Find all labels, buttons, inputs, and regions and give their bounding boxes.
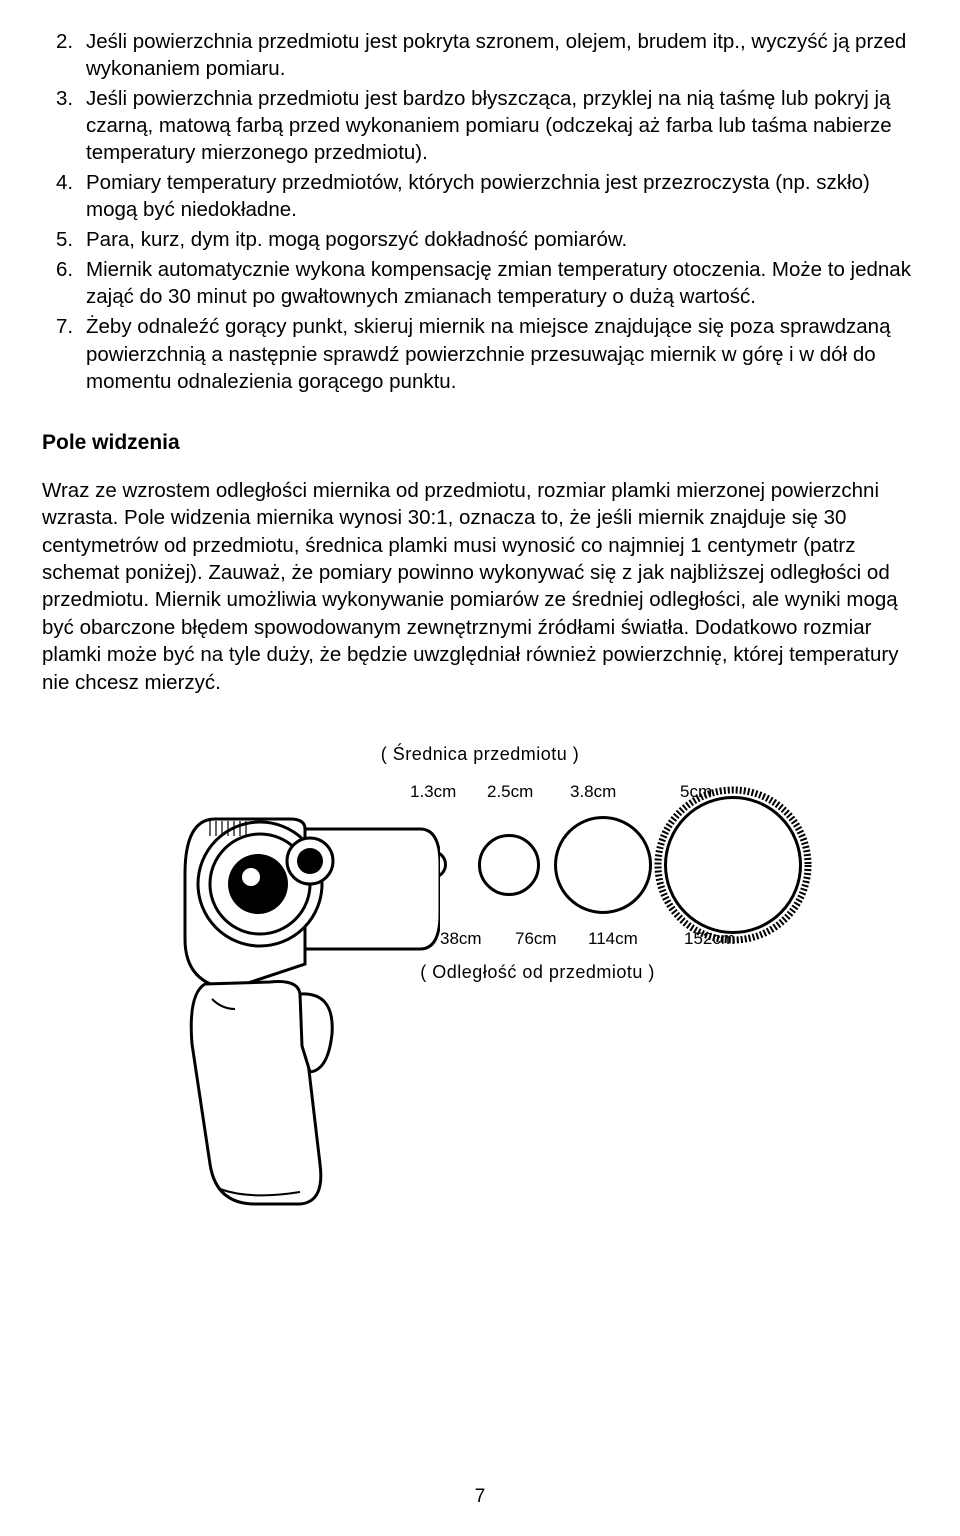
page-number: 7	[475, 1486, 486, 1508]
distance-label: 114cm	[588, 929, 638, 949]
field-of-view-diagram: ( Średnica przedmiotu ) 1.3cm 2.5cm 3.8c…	[120, 744, 840, 1224]
diameter-label: 3.8cm	[570, 782, 616, 802]
list-item: 5. Para, kurz, dym itp. mogą pogorszyć d…	[56, 226, 918, 253]
fov-circle	[478, 834, 540, 896]
distance-label: 76cm	[515, 929, 557, 949]
diagram-bottom-label: ( Odległość od przedmiotu )	[420, 962, 655, 983]
section-heading: Pole widzenia	[42, 431, 918, 455]
list-number: 4.	[56, 169, 86, 223]
list-text: Para, kurz, dym itp. mogą pogorszyć dokł…	[86, 226, 918, 253]
numbered-list: 2. Jeśli powierzchnia przedmiotu jest po…	[56, 28, 918, 395]
list-number: 5.	[56, 226, 86, 253]
list-text: Jeśli powierzchnia przedmiotu jest bardz…	[86, 85, 918, 166]
list-item: 2. Jeśli powierzchnia przedmiotu jest po…	[56, 28, 918, 82]
distance-label: 152cm	[684, 929, 735, 949]
list-item: 6. Miernik automatycznie wykona kompensa…	[56, 256, 918, 310]
list-text: Żeby odnaleźć gorący punkt, skieruj mier…	[86, 313, 918, 394]
list-text: Pomiary temperatury przedmiotów, których…	[86, 169, 918, 223]
list-item: 4. Pomiary temperatury przedmiotów, któr…	[56, 169, 918, 223]
list-number: 2.	[56, 28, 86, 82]
list-text: Jeśli powierzchnia przedmiotu jest pokry…	[86, 28, 918, 82]
list-item: 7. Żeby odnaleźć gorący punkt, skieruj m…	[56, 313, 918, 394]
fov-circle	[554, 816, 652, 914]
section-paragraph: Wraz ze wzrostem odległości miernika od …	[42, 477, 918, 697]
diameter-label: 2.5cm	[487, 782, 533, 802]
diagram-top-label: ( Średnica przedmiotu )	[381, 744, 580, 765]
list-text: Miernik automatycznie wykona kompensację…	[86, 256, 918, 310]
list-number: 7.	[56, 313, 86, 394]
distance-label: 38cm	[440, 929, 482, 949]
list-number: 6.	[56, 256, 86, 310]
thermometer-device-icon	[150, 784, 440, 1214]
list-item: 3. Jeśli powierzchnia przedmiotu jest ba…	[56, 85, 918, 166]
list-number: 3.	[56, 85, 86, 166]
outer-ring-icon	[650, 782, 816, 948]
